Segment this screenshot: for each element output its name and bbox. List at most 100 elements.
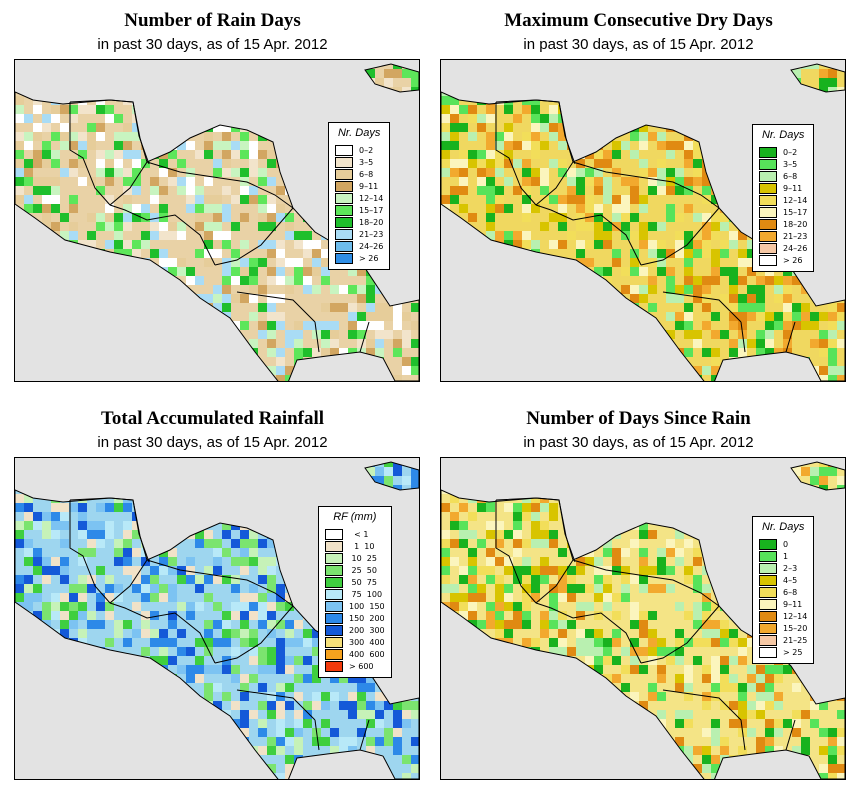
country-border: [495, 102, 537, 206]
panel-subtitle: in past 30 days, as of 15 Apr. 2012: [97, 36, 328, 53]
panel-subtitle: in past 30 days, as of 15 Apr. 2012: [523, 36, 754, 53]
legend-swatch: [759, 158, 777, 170]
legend-item: 75 100: [325, 588, 385, 600]
legend-label: < 1: [349, 529, 369, 539]
legend-label: > 26: [783, 255, 803, 265]
country-border: [69, 500, 111, 604]
legend-swatch: [335, 156, 353, 168]
panel-title: Maximum Consecutive Dry Days: [504, 10, 773, 31]
legend-swatch: [335, 216, 353, 228]
total-rainfall-panel: Total Accumulated Rainfall in past 30 da…: [0, 398, 425, 794]
legend-label: 12–14: [783, 195, 808, 205]
country-border: [146, 559, 294, 607]
country-border: [662, 689, 742, 721]
legend-item: 6–8: [759, 586, 807, 598]
country-border: [640, 605, 720, 664]
legend-swatch: [759, 574, 777, 586]
country-border: [69, 102, 111, 206]
legend-label: 200 300: [349, 625, 385, 635]
island-coastline: [790, 63, 845, 93]
legend-swatch: [759, 146, 777, 158]
coastline: [441, 489, 845, 779]
legend-item: 15–17: [335, 204, 383, 216]
country-border: [314, 321, 320, 353]
panel-title: Number of Rain Days: [124, 10, 301, 31]
legend-title: Nr. Days: [761, 521, 805, 533]
country-border: [146, 161, 294, 209]
legend-item: 300 400: [325, 636, 385, 648]
legend-item: 100 150: [325, 600, 385, 612]
map-canvas: [15, 63, 419, 381]
legend-item: 2–3: [759, 562, 807, 574]
island-coastline: [790, 461, 845, 491]
rain-days-map: [14, 59, 420, 382]
legend-label: 9–11: [783, 183, 803, 193]
legend-label: 6–8: [783, 587, 798, 597]
max-dry-days-panel: Maximum Consecutive Dry Days in past 30 …: [426, 0, 851, 396]
legend-item: 21–23: [759, 230, 807, 242]
legend-item: 25 50: [325, 564, 385, 576]
legend-item: 50 75: [325, 576, 385, 588]
legend-item: 0: [759, 538, 807, 550]
legend-label: 9–11: [359, 181, 379, 191]
legend-item: 3–5: [335, 156, 383, 168]
panel-subtitle: in past 30 days, as of 15 Apr. 2012: [97, 434, 328, 451]
legend-item: 400 600: [325, 648, 385, 660]
country-border: [740, 321, 746, 353]
legend-swatch: [325, 588, 343, 600]
country-border: [69, 99, 150, 165]
legend-item: 3–5: [759, 158, 807, 170]
legend-swatch: [759, 646, 777, 658]
legend-item: 18–20: [759, 218, 807, 230]
country-border: [236, 689, 316, 721]
legend-swatch: [759, 242, 777, 254]
max-dry-days-map: [440, 59, 846, 382]
legend-item: 12–14: [335, 192, 383, 204]
legend-swatch: [325, 540, 343, 552]
legend-label: 18–20: [359, 217, 384, 227]
legend-item: 12–14: [759, 610, 807, 622]
legend-item: 18–20: [335, 216, 383, 228]
country-border: [572, 161, 720, 209]
legend-title: Nr. Days: [337, 127, 381, 139]
legend-label: > 25: [783, 647, 803, 657]
legend-label: 50 75: [349, 577, 377, 587]
legend-item: 21–25: [759, 634, 807, 646]
legend-item: 9–11: [759, 182, 807, 194]
days-since-rain-panel: Number of Days Since Rain in past 30 day…: [426, 398, 851, 794]
legend-item: 0–2: [759, 146, 807, 158]
country-border: [359, 321, 370, 353]
country-border: [740, 719, 746, 751]
legend-label: 150 200: [349, 613, 385, 623]
country-border: [109, 602, 216, 664]
country-border: [109, 559, 148, 604]
legend-item: > 26: [759, 254, 807, 266]
legend-label: 75 100: [349, 589, 383, 599]
legend-item: 1: [759, 550, 807, 562]
legend-label: 300 400: [349, 637, 385, 647]
legend-swatch: [759, 230, 777, 242]
coastline: [15, 489, 419, 779]
legend-swatch: [759, 550, 777, 562]
legend-label: 2–3: [783, 563, 798, 573]
country-border: [572, 559, 720, 607]
map-legend: Nr. Days 0–2 3–5 6–8 9–11 12–14 15–17 18–20 21–…: [328, 122, 391, 270]
legend-swatch: [759, 598, 777, 610]
legend-swatch: [335, 180, 353, 192]
panel-subtitle: in past 30 days, as of 15 Apr. 2012: [523, 434, 754, 451]
island-coastline: [364, 461, 419, 491]
legend-swatch: [325, 648, 343, 660]
country-border: [109, 204, 216, 266]
panel-title: Total Accumulated Rainfall: [100, 408, 325, 429]
country-border: [495, 99, 576, 165]
legend-label: 9–11: [783, 599, 803, 609]
country-border: [495, 497, 576, 563]
legend-label: 3–5: [783, 159, 798, 169]
legend-label: 24–26: [783, 243, 808, 253]
legend-label: 6–8: [783, 171, 798, 181]
legend-label: 24–26: [359, 241, 384, 251]
legend-label: 0–2: [359, 145, 374, 155]
legend-item: 10 25: [325, 552, 385, 564]
legend-swatch: [335, 252, 353, 264]
country-border: [236, 291, 316, 323]
